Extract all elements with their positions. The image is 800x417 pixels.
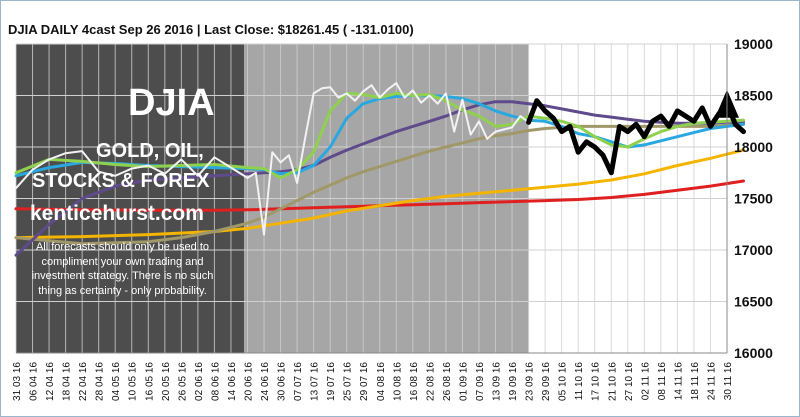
watermark-site: kenticehurst.com bbox=[30, 202, 204, 225]
x-tick-label: 29 09 16 bbox=[541, 362, 552, 401]
series-moving-average bbox=[14, 179, 745, 212]
x-tick-label: 31 03 16 bbox=[12, 362, 23, 401]
x-tick-label: 05 10 16 bbox=[558, 362, 569, 401]
x-tick-label: 18 11 16 bbox=[690, 362, 701, 401]
x-tick-label: 30 11 16 bbox=[723, 362, 734, 401]
y-tick-label: 17000 bbox=[734, 242, 773, 258]
x-tick-label: 21 10 16 bbox=[607, 362, 618, 401]
x-tick-label: 16 08 16 bbox=[409, 362, 420, 401]
series-moving-average bbox=[14, 122, 745, 246]
x-tick-label: 01 09 16 bbox=[458, 362, 469, 401]
x-tick-label: 19 07 16 bbox=[326, 362, 337, 401]
x-tick-label: 14 11 16 bbox=[673, 362, 684, 401]
watermark-subtitle-2: STOCKS & FOREX bbox=[32, 170, 210, 192]
y-tick-label: 18000 bbox=[734, 139, 773, 155]
x-tick-label: 08 11 16 bbox=[657, 362, 668, 401]
y-tick-label: 19000 bbox=[734, 36, 773, 52]
x-tick-label: 26 05 16 bbox=[177, 362, 188, 401]
series-moving-average bbox=[14, 100, 745, 257]
x-tick-label: 18 04 16 bbox=[62, 362, 73, 401]
x-tick-label: 06 04 16 bbox=[29, 362, 40, 401]
series-moving-average bbox=[14, 91, 745, 180]
watermark-logo: DJIA bbox=[128, 82, 215, 124]
x-tick-label: 14 06 16 bbox=[227, 362, 238, 401]
series-price bbox=[15, 82, 530, 236]
x-tick-label: 10 08 16 bbox=[392, 362, 403, 401]
series-forecast bbox=[526, 98, 746, 176]
x-tick-label: 19 09 16 bbox=[508, 362, 519, 401]
x-tick-label: 12 04 16 bbox=[45, 362, 56, 401]
x-tick-label: 30 06 16 bbox=[277, 362, 288, 401]
x-tick-label: 10 05 16 bbox=[128, 362, 139, 401]
x-tick-label: 28 04 16 bbox=[95, 362, 106, 401]
x-tick-label: 27 10 16 bbox=[624, 362, 635, 401]
x-tick-label: 07 07 16 bbox=[293, 362, 304, 401]
x-tick-label: 26 08 16 bbox=[442, 362, 453, 401]
x-tick-label: 29 07 16 bbox=[359, 362, 370, 401]
disclaimer-text: All forecasts should only be used to com… bbox=[31, 241, 214, 297]
x-tick-label: 24 11 16 bbox=[706, 362, 717, 401]
x-tick-label: 23 09 16 bbox=[525, 362, 536, 401]
chart-title: DJIA DAILY 4cast Sep 26 2016 | Last Clos… bbox=[8, 22, 414, 37]
x-tick-label: 22 08 16 bbox=[425, 362, 436, 401]
x-tick-label: 20 05 16 bbox=[161, 362, 172, 401]
x-tick-label: 16 05 16 bbox=[144, 362, 155, 401]
x-tick-label: 13 09 16 bbox=[492, 362, 503, 401]
y-tick-label: 16000 bbox=[734, 345, 773, 361]
x-tick-label: 13 07 16 bbox=[310, 362, 321, 401]
y-tick-label: 16500 bbox=[734, 294, 773, 310]
y-tick-label: 18500 bbox=[734, 88, 773, 104]
x-tick-label: 17 10 16 bbox=[591, 362, 602, 401]
watermark-subtitle-1: GOLD, OIL, bbox=[96, 140, 204, 162]
x-tick-label: 25 07 16 bbox=[343, 362, 354, 401]
x-tick-label: 07 09 16 bbox=[475, 362, 486, 401]
y-tick-label: 17500 bbox=[734, 191, 773, 207]
x-tick-label: 08 06 16 bbox=[210, 362, 221, 401]
x-tick-label: 11 10 16 bbox=[574, 362, 585, 401]
x-tick-label: 20 06 16 bbox=[243, 362, 254, 401]
x-tick-label: 02 11 16 bbox=[640, 362, 651, 401]
x-tick-label: 02 06 16 bbox=[194, 362, 205, 401]
x-tick-label: 24 06 16 bbox=[260, 362, 271, 401]
x-tick-label: 04 05 16 bbox=[111, 362, 122, 401]
x-tick-label: 22 04 16 bbox=[78, 362, 89, 401]
x-tick-label: 04 08 16 bbox=[376, 362, 387, 401]
